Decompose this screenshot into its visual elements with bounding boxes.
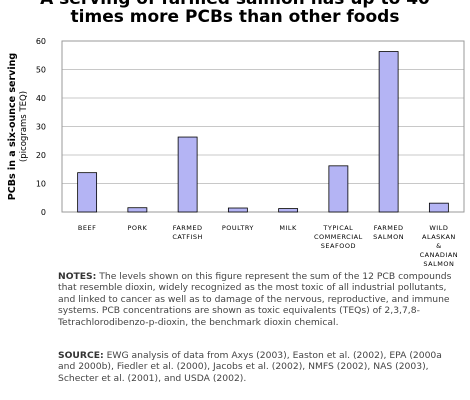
y-tick-label: 0 (41, 208, 46, 217)
y-tick-label: 30 (36, 123, 46, 132)
notes-label: NOTES: (58, 271, 97, 282)
x-category-label-line: POULTRY (222, 224, 254, 232)
x-category-label: FARMED CATFISH (172, 224, 203, 241)
x-category-label: TYPICAL COMMERCIAL SEAFOOD (314, 224, 363, 250)
y-axis-label-group: PCBs in a six-ounce serving (picograms T… (7, 53, 29, 200)
source-text: EWG analysis of data from Axys (2003), E… (58, 350, 442, 384)
x-category-label-line: WILD (429, 224, 448, 232)
x-category-label-line: TYPICAL (322, 224, 353, 232)
y-tick-label: 50 (36, 66, 46, 75)
x-category-label: FARMED SALMON (373, 224, 404, 241)
y-axis-label: PCBs in a six-ounce serving (7, 53, 18, 200)
bar (328, 165, 349, 213)
x-category-label-line: PORK (127, 224, 147, 232)
x-category-label-line: SALMON (423, 260, 454, 268)
y-tick-label: 20 (36, 151, 46, 160)
x-category-label-line: SEAFOOD (321, 242, 356, 250)
bar (127, 207, 148, 213)
x-category-label: PORK (127, 224, 147, 232)
bar (378, 51, 399, 213)
x-category-label-line: MILK (279, 224, 297, 232)
y-tick-label: 40 (36, 94, 46, 103)
x-category-label-line: FARMED (374, 224, 404, 232)
x-category-label-line: COMMERCIAL (314, 233, 363, 241)
chart-title: A serving of farmed salmon has up to 40 … (0, 0, 470, 26)
y-axis-ticks: 0 10 20 30 40 50 60 (36, 37, 46, 217)
x-category-label-line: BEEF (78, 224, 96, 232)
bars (77, 51, 449, 213)
y-tick-label: 10 (36, 180, 46, 189)
x-category-label-line: FARMED (173, 224, 203, 232)
bar (177, 136, 198, 213)
x-category-label-line: & (436, 242, 442, 250)
notes-text: The levels shown on this figure represen… (58, 271, 452, 328)
x-category-label-line: CATFISH (172, 233, 203, 241)
notes-paragraph: NOTES: The levels shown on this figure r… (58, 271, 453, 328)
x-category-label-line: CANADIAN (420, 251, 459, 259)
x-category-label: WILD ALASKAN & CANADIAN SALMON (420, 224, 459, 268)
chart-title-line-2: times more PCBs than other foods (70, 7, 400, 27)
x-category-label-line: ALASKAN (422, 233, 456, 241)
chart-title-line-1: A serving of farmed salmon has up to 40 (0, 0, 470, 8)
bar (278, 208, 299, 213)
x-category-label: POULTRY (222, 224, 254, 232)
source-label: SOURCE: (58, 350, 104, 361)
y-axis-label-unit: (picograms TEQ) (19, 91, 29, 162)
y-tick-label: 60 (36, 37, 46, 46)
gridlines (62, 69, 464, 184)
bar (227, 207, 248, 213)
source-paragraph: SOURCE: EWG analysis of data from Axys (… (58, 350, 453, 384)
x-category-label: BEEF (78, 224, 96, 232)
x-category-label: MILK (279, 224, 297, 232)
bar (428, 202, 449, 213)
bar (77, 172, 98, 213)
x-category-label-line: SALMON (373, 233, 404, 241)
plot-area (61, 40, 465, 213)
